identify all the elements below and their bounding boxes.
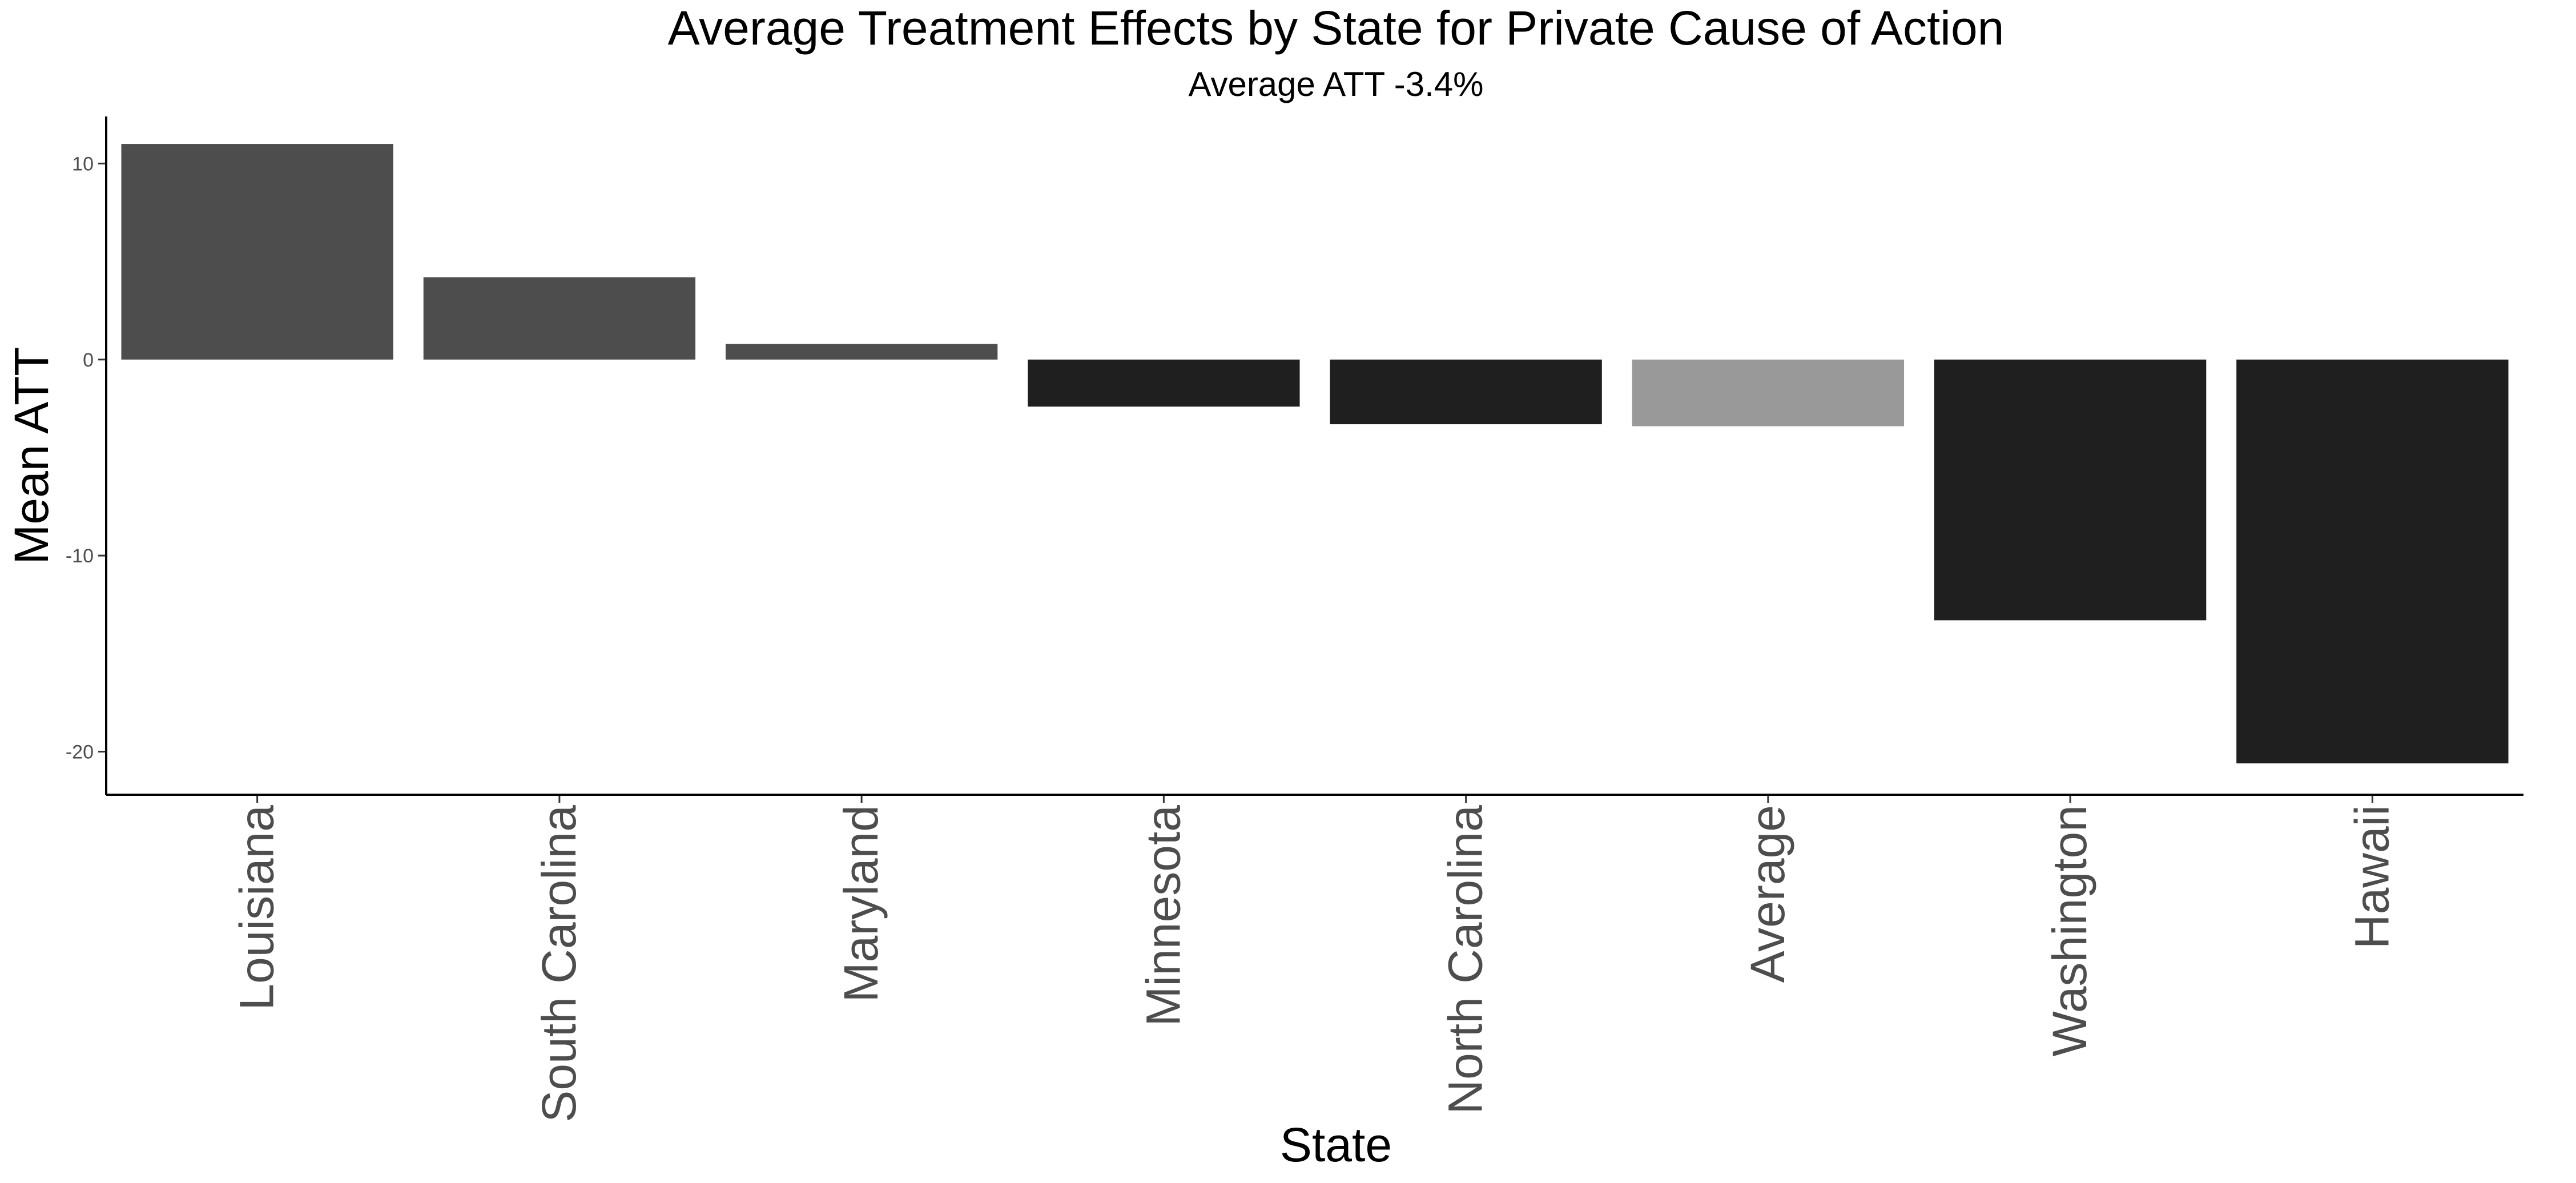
x-axis-title: State: [1280, 1118, 1392, 1172]
chart-title: Average Treatment Effects by State for P…: [668, 1, 2005, 55]
x-tick-label: Maryland: [834, 805, 888, 1002]
bar-maryland: [725, 344, 998, 360]
y-axis-ticks: 10 0 -10 -20: [66, 153, 106, 763]
x-tick-label: South Carolina: [532, 805, 586, 1122]
y-tick-label: 10: [72, 153, 94, 175]
bar-louisiana: [121, 144, 393, 360]
x-axis-ticks: Louisiana South Carolina Maryland Minnesota…: [230, 795, 2398, 1122]
x-tick-label: Average: [1741, 805, 1794, 983]
bar-washington: [1934, 359, 2207, 621]
chart-subtitle: Average ATT -3.4%: [1189, 65, 1484, 103]
y-tick-label: -20: [66, 741, 94, 763]
y-tick-label: 0: [83, 349, 94, 371]
x-tick-label: Washington: [2043, 805, 2096, 1056]
bar-hawaii: [2236, 359, 2509, 764]
x-tick-label: North Carolina: [1439, 805, 1492, 1114]
bars: [121, 144, 2509, 764]
x-tick-label: Louisiana: [230, 805, 284, 1011]
x-tick-label: Minnesota: [1136, 805, 1190, 1027]
y-axis-title: Mean ATT: [5, 347, 58, 564]
bar-north-carolina: [1330, 359, 1602, 425]
y-tick-label: -10: [66, 545, 94, 567]
bar-average: [1632, 359, 1905, 426]
bar-minnesota: [1028, 359, 1300, 407]
x-tick-label: Hawaii: [2345, 805, 2398, 949]
bar-south-carolina: [423, 277, 696, 360]
